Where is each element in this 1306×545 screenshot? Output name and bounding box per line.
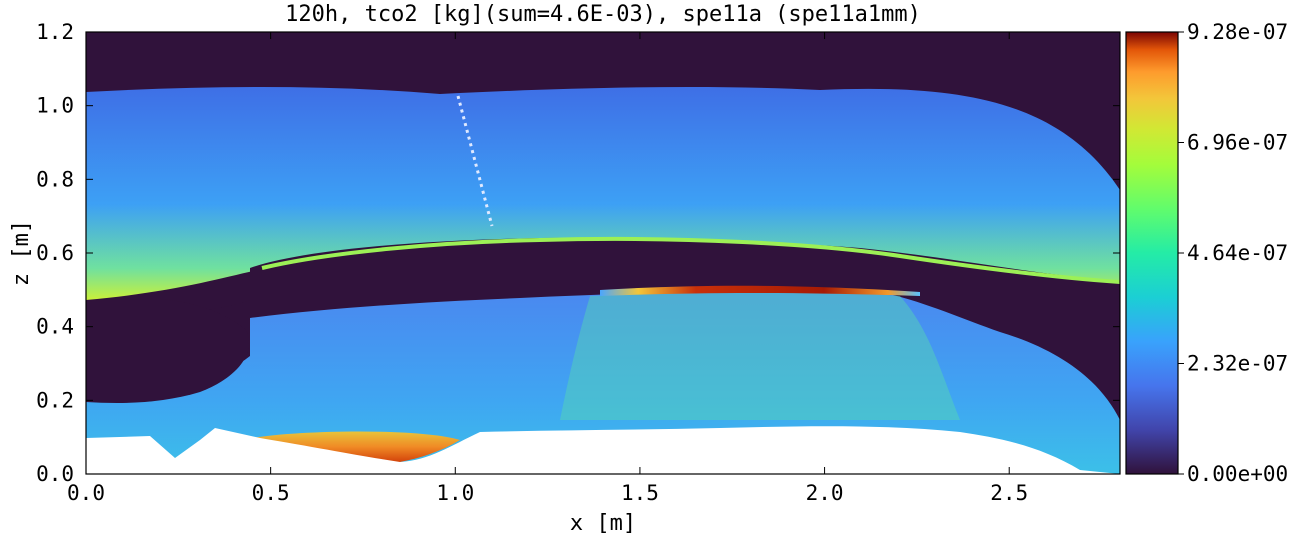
bottom-boundary-mask [86,426,1120,474]
x-tick-label: 2.5 [990,481,1028,505]
colorbar-tick-label: 2.32e-07 [1187,352,1288,376]
x-tick-label: 1.5 [621,481,659,505]
finger-zone [560,291,960,420]
x-tick-label: 0.0 [67,481,105,505]
y-tick-label: 0.4 [36,315,74,339]
left-dark-pocket [86,297,249,403]
colorbar-tick-label: 4.64e-07 [1187,241,1288,265]
y-tick-label: 0.8 [36,167,74,191]
colorbar-tick-label: 0.00e+00 [1187,462,1288,486]
y-axis: 0.0 0.2 0.4 0.6 0.8 1.0 1.2 [36,20,1120,486]
heatmap-field [86,32,1120,474]
colorbar [1125,31,1179,475]
y-tick-label: 0.0 [36,462,74,486]
colorbar-tick-label: 6.96e-07 [1187,131,1288,155]
upper-plume-region [86,87,1120,300]
y-tick-label: 1.0 [36,94,74,118]
y-tick-label: 0.2 [36,388,74,412]
colorbar-tick-label: 9.28e-07 [1187,20,1288,44]
colorbar-ticks: 0.00e+00 2.32e-07 4.64e-07 6.96e-07 9.28e-07 [1178,20,1288,486]
plume-front-band [261,236,1120,284]
hot-layer [600,285,920,296]
fault-line [456,95,494,227]
x-tick-label: 1.0 [436,481,474,505]
x-tick-label: 2.0 [806,481,844,505]
y-tick-label: 0.6 [36,241,74,265]
chart-title: 120h, tco2 [kg](sum=4.6E-03), spe11a (sp… [285,2,921,27]
x-tick-label: 0.5 [252,481,290,505]
y-tick-label: 1.2 [36,20,74,44]
y-axis-label: z [m] [9,220,34,286]
x-axis: 0.0 0.5 1.0 1.5 2.0 2.5 [67,32,1028,505]
x-axis-label: x [m] [570,511,636,536]
